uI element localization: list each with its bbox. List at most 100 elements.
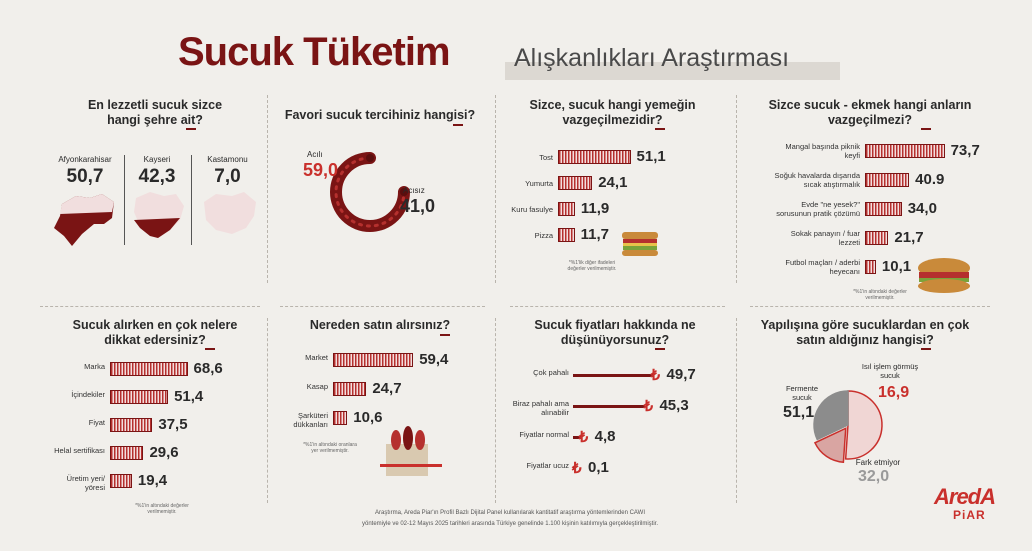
title-accent	[921, 348, 931, 350]
bar-label: Fiyat	[88, 418, 105, 427]
slice-label: Acılı	[307, 150, 323, 159]
bar-value: 19,4	[137, 472, 168, 489]
bar-label: Kasap	[306, 382, 328, 391]
title-accent	[655, 348, 665, 350]
bar-label: Pizza	[534, 231, 553, 240]
bar-label: Marka	[84, 362, 105, 371]
bar	[110, 474, 132, 488]
bar-value: 29,6	[149, 444, 179, 461]
afyonkarahisar-map-icon	[54, 194, 114, 246]
title-accent	[655, 128, 665, 130]
footer-line: yöntemiyle ve 02-12 Mayıs 2025 tarihleri…	[361, 521, 659, 527]
separator	[267, 318, 268, 503]
bar-value: 11,7	[580, 226, 609, 243]
bar	[558, 176, 593, 190]
bar-value: 10,1	[881, 258, 912, 275]
bar-value: 0,1	[588, 459, 609, 476]
chart-2-title: Favori sucuk tercihiniz hangisi?	[284, 108, 476, 122]
bar-label: Sokak panayırı / fuar lezzeti	[790, 229, 860, 247]
bar-label: Yumurta	[525, 179, 553, 188]
kastamonu-map-icon	[204, 192, 256, 234]
page-subtitle: Alışkanlıkları Araştırması	[514, 44, 790, 72]
chart-7-title: Sucuk fiyatları hakkında ne düşünüyorsun…	[534, 318, 696, 347]
bar	[865, 144, 945, 158]
lira-icon: ₺	[578, 429, 589, 446]
slice-value: 32,0	[858, 468, 890, 485]
bar	[110, 418, 153, 432]
bar	[333, 353, 414, 367]
separator	[495, 318, 496, 503]
separator	[510, 306, 725, 307]
slice-value: 51,1	[783, 404, 815, 421]
bar	[558, 150, 631, 164]
title-accent	[453, 124, 463, 126]
bar-value: 10,6	[353, 409, 383, 426]
lira-icon: ₺	[650, 367, 661, 384]
bar	[573, 436, 581, 439]
title-accent	[921, 128, 931, 130]
city-divider	[124, 155, 125, 245]
bar-value: 21,7	[894, 229, 924, 246]
bar-label: Üretim yeri/ yöresi	[66, 474, 105, 492]
separator	[40, 306, 260, 307]
city-label: Kastamonu	[207, 155, 248, 164]
chart-1-title: En lezzetli sucuk sizce hangi şehre ait?	[87, 98, 223, 127]
bar-label: Biraz pahalı ama alınabilir	[512, 399, 569, 417]
bar	[573, 374, 653, 377]
separator	[267, 95, 268, 283]
chart-3-title: Sizce, sucuk hangi yemeğin vazgeçilmezid…	[529, 98, 696, 127]
slice-value: 41,0	[400, 196, 436, 216]
sucuk-sandwich-icon	[918, 258, 970, 293]
chart-note: *%1'in altındaki oranlara yer verilmemiş…	[303, 442, 357, 454]
slice-label: Acısız	[403, 186, 425, 195]
bar	[573, 405, 646, 408]
pie-chart	[813, 390, 883, 464]
bar-value: 51,4	[174, 388, 204, 405]
city-divider	[191, 155, 192, 245]
title-accent	[186, 128, 196, 130]
bar-label: Futbol maçları / aderbi heyecanı	[785, 258, 860, 276]
bar	[333, 411, 348, 425]
bar-label: İçindekiler	[71, 390, 105, 399]
slice-label: Isıl işlem görmüş sucuk	[861, 362, 919, 380]
title-accent	[440, 334, 450, 336]
bar-value: 11,9	[580, 200, 610, 217]
bar-label: Evde "ne yesek?" sorusunun pratik çözümü	[776, 200, 860, 218]
bar-label: Mangal başında piknik keyfi	[785, 142, 860, 160]
bar	[558, 228, 575, 242]
bar	[110, 362, 188, 376]
separator	[736, 318, 737, 503]
bar	[865, 202, 902, 216]
footer-line: Araştırma, Areda Piar'ın Profil Bazlı Di…	[374, 510, 646, 516]
brand-logo: AredA	[934, 484, 996, 509]
separator	[495, 95, 496, 283]
slice-value: 59,0	[303, 160, 339, 180]
bar-label: Fiyatlar ucuz	[526, 461, 569, 470]
bar	[865, 231, 889, 245]
bar-value: 59,4	[419, 351, 449, 368]
bar-value: 24,1	[598, 174, 628, 191]
bar-value: 34,0	[907, 200, 937, 217]
chart-note: *%1'lik diğer ifadeleri değerler verilme…	[567, 260, 617, 272]
pie-slice	[813, 427, 847, 464]
chart-5-title: Sucuk alırken en çok nelere dikkat eders…	[72, 318, 238, 347]
bar-value: 37,5	[158, 416, 188, 433]
chart-note: *%1'in altındaki değerler verilmemiştir.	[135, 503, 189, 515]
city-value: 7,0	[214, 166, 241, 187]
bar-label: Çok pahalı	[533, 368, 569, 377]
slice-label: Fark etmiyor	[855, 458, 901, 467]
title-underline-band	[505, 62, 840, 80]
pie-slice	[844, 390, 883, 460]
bar	[558, 202, 575, 216]
separator	[750, 306, 990, 307]
city-value: 50,7	[66, 166, 104, 187]
bar	[333, 382, 367, 396]
bar	[110, 446, 144, 460]
bar-value: 51,1	[636, 148, 666, 165]
lira-icon: ₺	[643, 398, 654, 415]
bar-label: Helal sertifikası	[54, 446, 105, 455]
slice-value: 16,9	[878, 384, 910, 401]
bar-value: 68,6	[193, 360, 223, 377]
bar-label: Tost	[539, 153, 553, 162]
pie-slice	[813, 390, 849, 441]
